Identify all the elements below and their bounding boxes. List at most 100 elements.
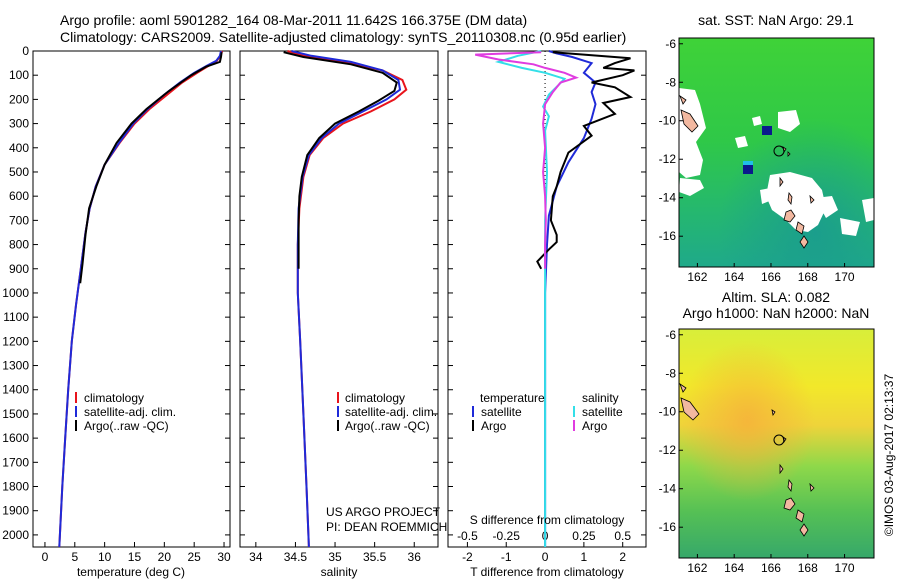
sst-argo-marker-c — [743, 161, 753, 165]
difference-top-tick-label: 0.25 — [572, 529, 596, 543]
temperature-ytick-label: 1900 — [2, 504, 29, 518]
temperature-ticks: 0 5 10 15 20 25 300100200300400500600700800900… — [2, 44, 231, 564]
sst-map-ytick-label: -10 — [659, 114, 677, 128]
temperature-xtick-label: 0 — [42, 550, 49, 564]
legend-label-sal-argo: Argo — [582, 419, 608, 433]
temperature-xlabel: temperature (deg C) — [77, 565, 185, 579]
temperature-xtick-label: 30 — [217, 550, 231, 564]
temperature-ytick-label: 1800 — [2, 480, 29, 494]
difference-top-tick-label: -0.25 — [493, 529, 521, 543]
difference-xtick-label: -1 — [501, 550, 512, 564]
salinity-panel: 34 34.5 35 35.5 36 salinity climatology sate… — [239, 50, 447, 579]
title-line-1: Argo profile: aoml 5901282_164 08-Mar-20… — [60, 12, 527, 28]
difference-xlabel: T difference from climatology — [470, 565, 624, 579]
temperature-ytick-label: 300 — [9, 117, 29, 131]
temperature-ytick-label: 1100 — [3, 310, 29, 324]
difference-xlabel-top: S difference from climatology — [470, 513, 625, 527]
sst-map-xtick-label: 170 — [835, 270, 855, 284]
sla-map-title: Altim. SLA: 0.082 — [722, 289, 830, 305]
temperature-ytick-label: 1500 — [2, 407, 29, 421]
sla-map-ytick-label: -16 — [659, 520, 677, 534]
salinity-series-satellite-adj-clim — [291, 50, 402, 548]
sla-land-solomons — [679, 382, 700, 421]
salinity-xtick-label: 34.5 — [284, 550, 308, 564]
difference-top-tick-label: 0.5 — [614, 529, 631, 543]
legend-label-satellite: satellite-adj. clim. — [84, 405, 176, 419]
salinity-xlabel: salinity — [321, 565, 358, 579]
sla-map-xtick-label: 162 — [687, 561, 707, 575]
sst-map: 162 164 166 168 170 -6 -8 -10 -12 -14 -16 — [659, 37, 875, 284]
salinity-lines — [283, 50, 408, 548]
temperature-ytick-label: 1400 — [2, 383, 29, 397]
temperature-xtick-label: 10 — [98, 550, 112, 564]
legend-label-temp-argo: Argo — [481, 419, 507, 433]
sst-map-xtick-label: 168 — [798, 270, 818, 284]
sst-map-ytick-label: -16 — [659, 229, 677, 243]
temperature-series-satellite-adj-clim — [58, 50, 222, 548]
temperature-xtick-label: 5 — [71, 550, 78, 564]
sst-map-xtick-label: 166 — [761, 270, 781, 284]
sst-map-xtick-label: 162 — [687, 270, 707, 284]
legend-label-argo: Argo(..raw -QC) — [84, 419, 169, 433]
temperature-frame — [32, 50, 231, 548]
legend-label-climatology: climatology — [84, 391, 144, 405]
temperature-ytick-label: 200 — [9, 92, 29, 106]
sst-map-ytick-label: -6 — [665, 37, 676, 51]
difference-xtick-label: 0 — [542, 550, 549, 564]
salinity-frame — [239, 50, 439, 548]
sla-map-xtick-label: 164 — [724, 561, 744, 575]
sla-map-ticks: 162 164 166 168 170 -6 -8 -10 -12 -14 -16 — [659, 328, 855, 575]
pi-credit: PI: DEAN ROEMMICH — [326, 520, 447, 534]
salinity-ticks: 34 34.5 35 35.5 36 — [240, 50, 438, 564]
temperature-panel: 0 5 10 15 20 25 300100200300400500600700800900… — [2, 44, 231, 579]
title-line-2: Climatology: CARS2009. Satellite-adjuste… — [60, 29, 626, 45]
sst-map-ytick-label: -14 — [659, 191, 677, 205]
difference-panel: -2 -1 0 1 2-0.5 -0.25 0 0.25 0.5 T difference fr… — [447, 50, 647, 579]
sla-profile-location — [773, 434, 785, 446]
legend-label-satellite: satellite-adj. clim. — [345, 405, 437, 419]
temperature-ytick-label: 600 — [9, 189, 29, 203]
sst-argo-marker-a — [762, 126, 772, 135]
difference-top-tick-label: -0.5 — [457, 529, 478, 543]
temperature-xtick-label: 15 — [128, 550, 142, 564]
sla-high-region — [679, 329, 874, 558]
legend-header-salinity: salinity — [582, 391, 619, 405]
sla-map-xtick-label: 166 — [761, 561, 781, 575]
legend-label-climatology: climatology — [345, 391, 405, 405]
sst-map-ticks: 162 164 166 168 170 -6 -8 -10 -12 -14 -16 — [659, 37, 855, 284]
sst-map-title: sat. SST: NaN Argo: 29.1 — [698, 12, 854, 28]
difference-series-salinity-satellite — [494, 50, 567, 547]
sst-map-ytick-label: -12 — [659, 152, 677, 166]
salinity-xtick-label: 35 — [328, 550, 342, 564]
difference-series-temperature-argo — [536, 51, 635, 270]
temperature-ytick-label: 800 — [9, 238, 29, 252]
temperature-series-argo-raw-qc — [79, 52, 223, 284]
sla-land-vanuatu — [779, 463, 815, 537]
project-credit: US ARGO PROJECT — [326, 505, 441, 519]
sst-land-vanuatu — [779, 176, 815, 249]
salinity-legend: climatology satellite-adj. clim. Argo(..… — [337, 391, 437, 433]
sst-land-solomons — [679, 94, 699, 133]
difference-xtick-label: 2 — [619, 550, 626, 564]
temperature-ytick-label: 500 — [9, 165, 29, 179]
sst-map-frame — [678, 37, 875, 268]
salinity-xtick-label: 34 — [249, 550, 263, 564]
difference-frame — [447, 50, 647, 548]
salinity-xtick-label: 35.5 — [363, 550, 387, 564]
temperature-xtick-label: 20 — [158, 550, 172, 564]
sst-map-xtick-label: 164 — [724, 270, 744, 284]
legend-label-argo: Argo(..raw -QC) — [345, 419, 430, 433]
sst-profile-location — [773, 145, 785, 157]
difference-legend: temperature salinity satellite Argo sate… — [472, 391, 623, 433]
difference-xtick-label: -2 — [462, 550, 473, 564]
sla-map-ytick-label: -6 — [665, 328, 676, 342]
temperature-ytick-label: 1300 — [2, 359, 29, 373]
temperature-ytick-label: 1600 — [2, 431, 29, 445]
imos-timestamp: ©IMOS 03-Aug-2017 02:13:37 — [882, 374, 896, 537]
sla-map-xtick-label: 170 — [835, 561, 855, 575]
temperature-ytick-label: 1700 — [2, 455, 29, 469]
sst-missing-data — [679, 88, 874, 236]
legend-label-sal-satellite: satellite — [582, 405, 623, 419]
difference-ticks: -2 -1 0 1 2-0.5 -0.25 0 0.25 0.5 — [448, 50, 646, 564]
